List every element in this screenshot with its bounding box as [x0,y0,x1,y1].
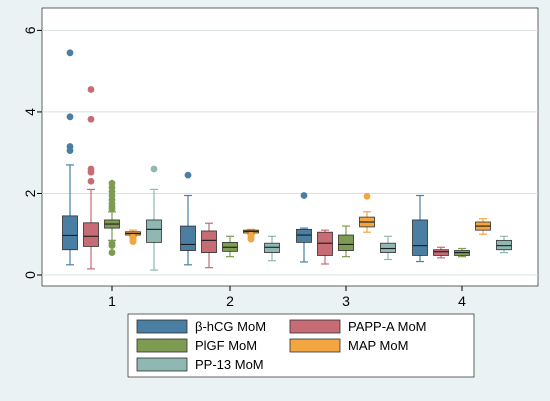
legend-label: PAPP-A MoM [348,319,427,334]
box [62,215,78,251]
box-group [338,225,354,258]
box-group [146,165,162,271]
legend-swatch [136,319,188,334]
box [380,242,396,253]
legend-swatch [289,338,341,353]
outlier-point [129,238,137,245]
outlier-point [66,113,74,121]
y-tick-label: 2 [22,189,38,197]
box [412,219,428,256]
box [264,242,280,253]
y-tick-label: 0 [22,271,38,279]
outlier-point [87,115,95,123]
box-group [475,218,491,235]
box-group [104,179,120,256]
box [433,249,449,256]
box [496,239,512,251]
box [296,228,312,243]
outlier-point [108,205,116,213]
box-group [62,49,78,266]
outlier-point [87,86,95,93]
plot-area [41,7,539,287]
x-tick-label: 1 [108,293,116,309]
box-series [62,49,512,271]
box-group [412,194,428,263]
box-group [264,235,280,262]
box [201,230,217,253]
box-group [380,235,396,261]
outlier-point [108,242,116,250]
grid-lines [42,29,538,276]
outlier-point [184,171,192,179]
y-tick-label: 4 [22,108,38,116]
legend-label: β-hCG MoM [195,319,266,334]
box-group [359,192,375,233]
y-tick-label: 6 [22,26,38,34]
box-group [180,171,196,266]
box-group [317,229,333,265]
legend: β-hCG MoM PAPP-A MoM PlGF MoM MAP MoM PP-13 … [127,313,475,378]
box-group [296,192,312,263]
outlier-point [247,235,255,243]
outlier-point [87,177,95,185]
legend-swatch [136,357,188,372]
legend-swatch [289,319,341,334]
x-tick-label: 4 [458,293,466,309]
box-group [201,222,217,269]
legend-label: PlGF MoM [195,338,257,353]
box [146,219,162,243]
box-group [433,246,449,259]
box-group [454,247,470,258]
box-group [125,229,141,245]
x-tick-label: 3 [342,293,350,309]
x-tick-label: 2 [226,293,234,309]
box [180,225,196,251]
outlier-point [87,168,95,176]
box-group [222,235,238,258]
box [338,234,354,251]
outlier-point [66,49,74,57]
box [317,231,333,256]
legend-swatch [136,338,188,353]
box-group [496,235,512,254]
outlier-point [108,249,116,256]
outlier-point [300,192,308,199]
outlier-point [66,147,74,155]
legend-label: PP-13 MoM [195,357,264,372]
legend-label: MAP MoM [348,338,408,353]
outlier-point [363,192,371,200]
outlier-point [150,165,158,173]
box [83,222,99,247]
box-group [83,86,99,270]
axes: 0 2 4 6 1 2 3 4 [22,26,466,309]
box-group [243,228,259,243]
